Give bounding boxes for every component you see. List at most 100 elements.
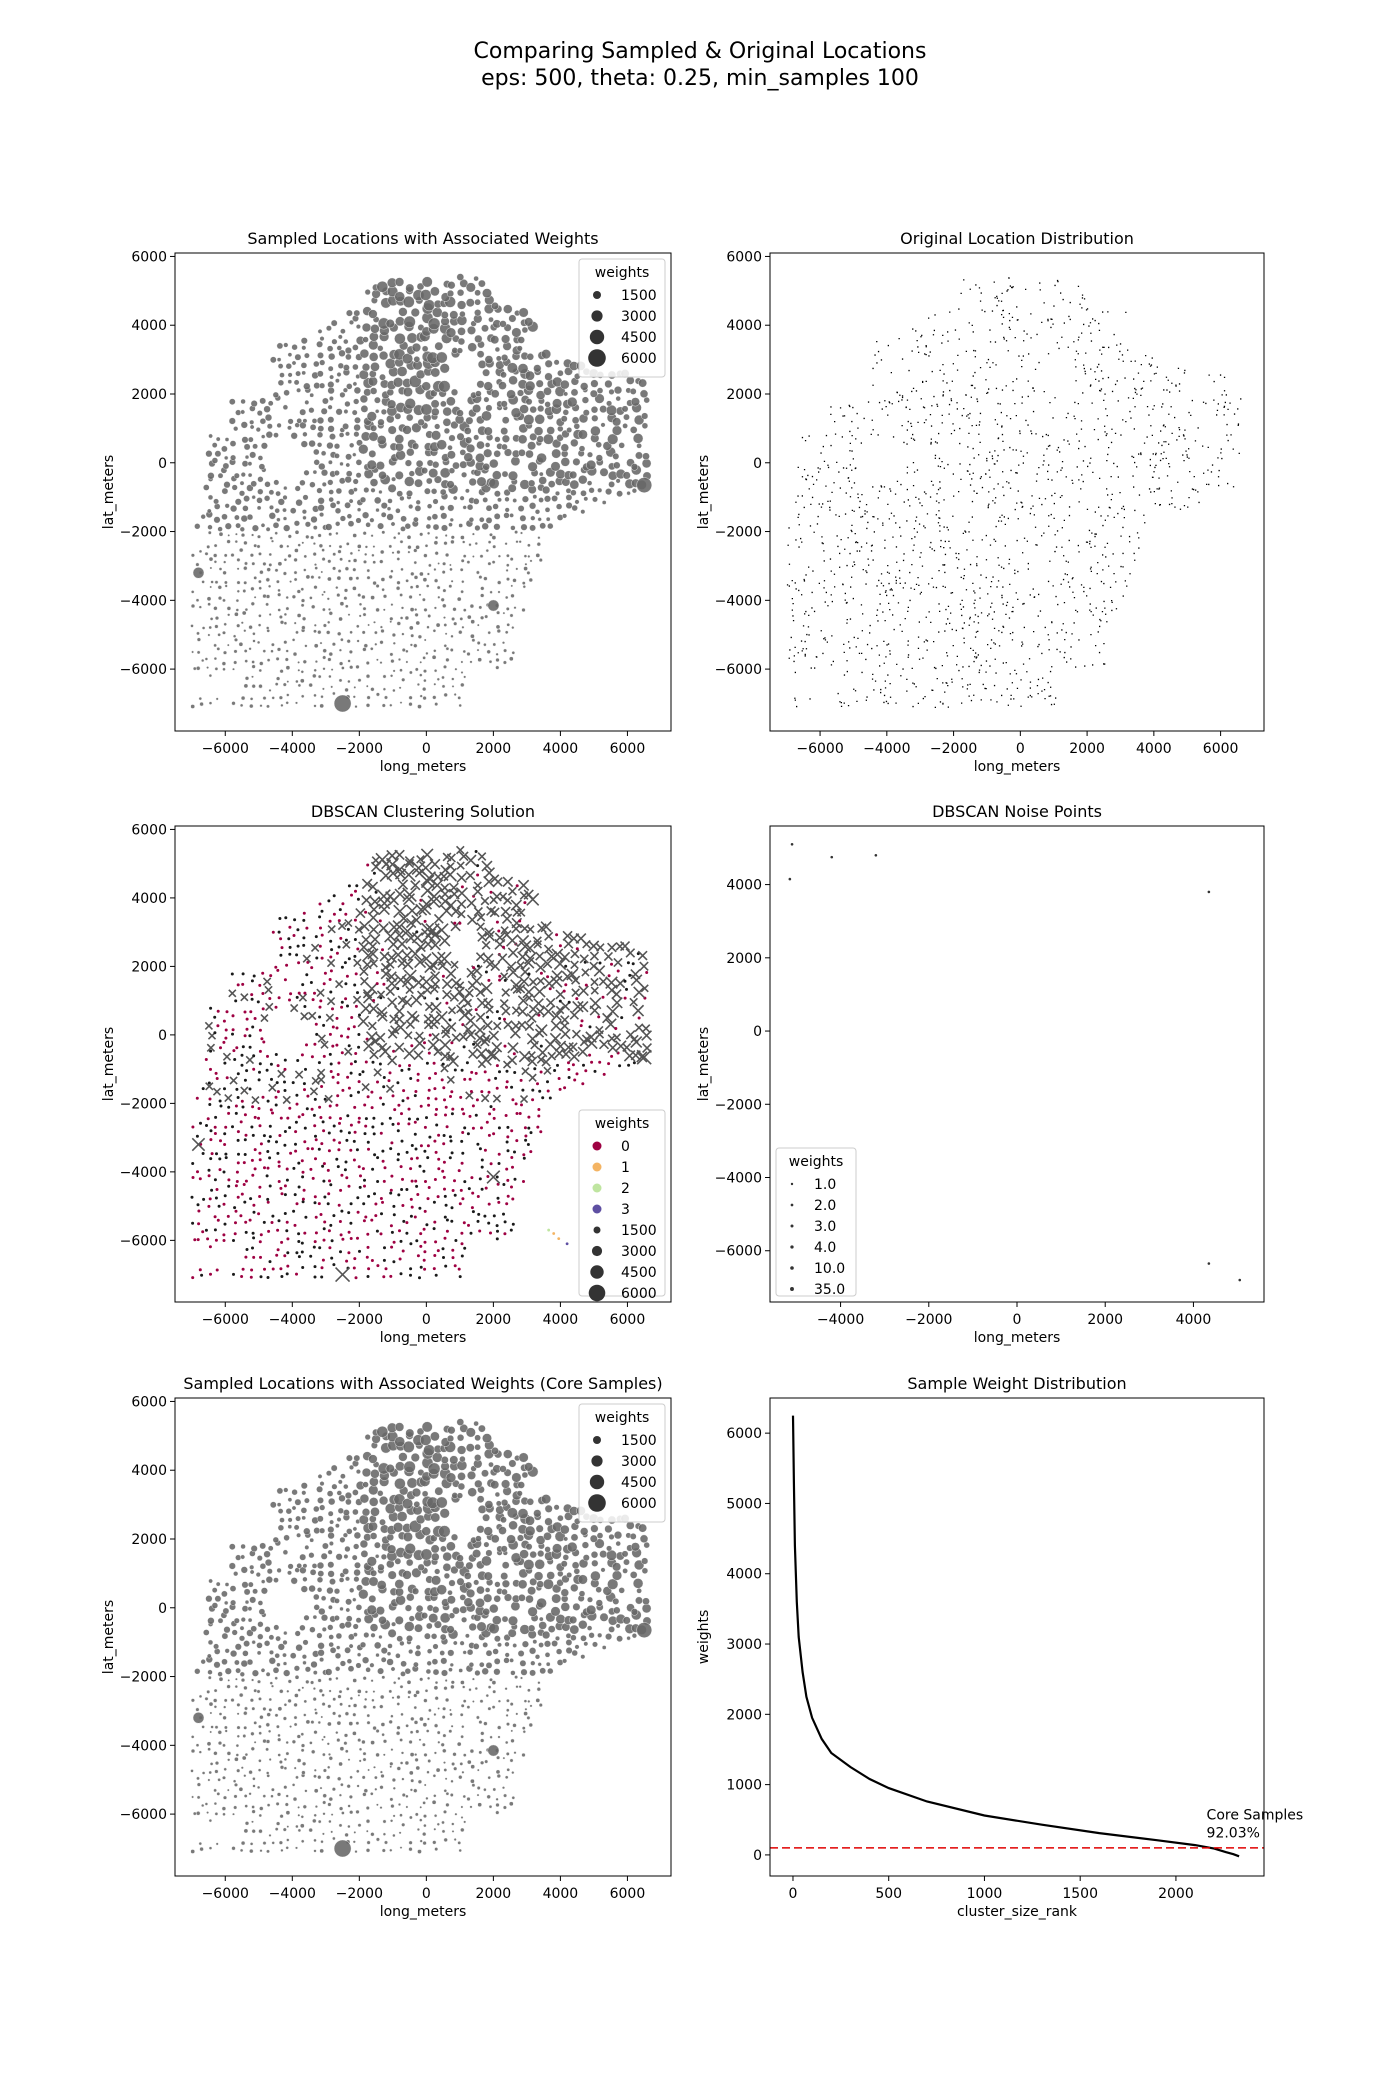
scatter-point	[557, 1570, 564, 1577]
scatter-point	[213, 498, 220, 505]
plot-frame	[174, 825, 672, 1303]
cluster-point	[503, 1044, 507, 1048]
scatter-point	[259, 661, 264, 666]
scatter-point	[460, 1680, 465, 1685]
scatter-point	[258, 1608, 266, 1615]
core-marker	[569, 1010, 579, 1020]
cluster-point	[400, 1112, 403, 1116]
scatter-point	[329, 502, 337, 509]
scatter-point	[207, 1675, 212, 1680]
cluster-point	[487, 1090, 491, 1094]
scatter-point	[431, 513, 439, 520]
scatter-point	[358, 1747, 363, 1751]
scatter-point	[490, 389, 500, 399]
scatter-point	[316, 1632, 323, 1639]
scatter-point	[450, 388, 459, 396]
cluster-point	[252, 1210, 256, 1214]
scatter-point	[251, 495, 256, 500]
cluster-point	[319, 999, 323, 1003]
scatter-point	[355, 1662, 362, 1669]
scatter-point	[501, 334, 511, 344]
scatter-point	[282, 571, 287, 576]
scatter-point	[395, 1731, 401, 1736]
core-marker	[590, 977, 599, 987]
scatter-point	[382, 608, 386, 612]
core-marker	[619, 941, 631, 952]
cluster-point	[317, 1061, 321, 1065]
cluster-point	[243, 1200, 247, 1204]
core-marker	[570, 960, 579, 970]
scatter-point	[417, 634, 423, 639]
x-tick-label: 2000	[476, 741, 512, 757]
scatter-point	[476, 1495, 485, 1504]
scatter-point	[484, 1587, 491, 1593]
scatter-point	[641, 1567, 649, 1575]
cluster-point	[506, 1149, 510, 1153]
scatter-point	[319, 1848, 324, 1854]
cluster-point	[364, 1215, 368, 1219]
scatter-point	[626, 491, 631, 496]
legend-marker	[790, 1203, 794, 1207]
cluster-point	[345, 974, 349, 978]
scatter-point	[385, 358, 396, 370]
x-axis-label: long_meters	[380, 1330, 467, 1346]
scatter-point	[242, 1734, 247, 1738]
scatter-point	[390, 1714, 394, 1718]
scatter-point	[251, 660, 255, 664]
scatter-point	[535, 1524, 544, 1533]
cluster-point	[233, 1232, 237, 1236]
cluster-point	[274, 1095, 278, 1099]
scatter-point	[235, 1753, 240, 1757]
scatter-point	[423, 553, 428, 558]
scatter-point	[348, 1643, 354, 1649]
scatter-point	[243, 1685, 248, 1691]
scatter-point	[279, 1689, 284, 1694]
scatter-point	[289, 1652, 297, 1659]
scatter-point	[380, 408, 387, 415]
scatter-point	[362, 1481, 369, 1488]
cluster-point	[261, 971, 265, 975]
scatter-point	[446, 480, 455, 489]
scatter-point	[506, 553, 510, 558]
scatter-point	[432, 1643, 439, 1650]
scatter-point	[362, 606, 367, 611]
scatter-point	[527, 479, 536, 487]
cluster-point	[409, 1273, 412, 1277]
cluster-point	[274, 965, 278, 969]
scatter-point	[336, 500, 341, 505]
scatter-point	[420, 403, 433, 416]
cluster-point	[391, 1122, 395, 1126]
scatter-point	[362, 1656, 370, 1664]
core-marker	[298, 993, 308, 1002]
scatter-point	[439, 505, 445, 511]
scatter-point	[396, 621, 401, 626]
scatter-point	[370, 1832, 375, 1837]
scatter-point	[641, 412, 649, 420]
scatter-point	[435, 1496, 448, 1509]
scatter-point	[460, 1703, 465, 1708]
scatter-point	[267, 400, 274, 407]
scatter-point	[349, 442, 355, 448]
core-marker	[260, 1013, 269, 1023]
scatter-point	[577, 1574, 588, 1585]
scatter-point	[432, 1606, 440, 1614]
scatter-point	[358, 1589, 369, 1600]
scatter-point	[240, 1617, 246, 1623]
cluster-point	[213, 1125, 217, 1129]
core-marker	[393, 1005, 405, 1017]
scatter-point	[335, 1731, 339, 1735]
cluster-point	[627, 1063, 631, 1067]
scatter-point	[196, 1782, 201, 1787]
scatter-point	[227, 613, 231, 617]
core-marker	[483, 998, 494, 1009]
legend-marker	[588, 349, 606, 367]
scatter-point	[543, 1578, 554, 1590]
scatter-point	[305, 574, 311, 580]
scatter-point	[369, 387, 378, 395]
scatter-point	[506, 1534, 516, 1545]
core-marker	[485, 959, 495, 969]
cluster-point	[314, 1022, 318, 1026]
cluster-point	[270, 1221, 274, 1224]
cluster-point	[242, 1183, 246, 1186]
scatter-point	[328, 352, 336, 361]
